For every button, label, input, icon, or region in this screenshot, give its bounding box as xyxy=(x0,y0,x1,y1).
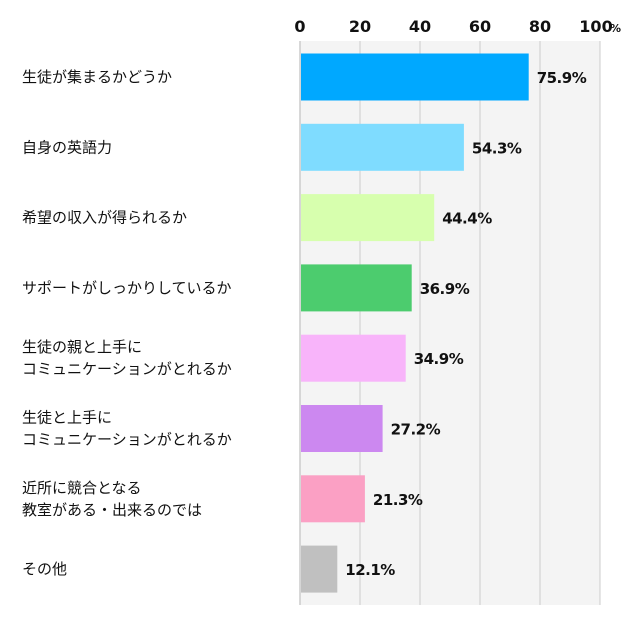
category-label-line: その他 xyxy=(22,560,67,578)
bar-6 xyxy=(301,405,383,452)
data-label-6: 27.2% xyxy=(391,421,441,439)
category-label-5: 生徒の親と上手にコミュニケーションがとれるか xyxy=(22,338,232,378)
bar-3 xyxy=(301,194,435,242)
data-label-7: 21.3% xyxy=(373,491,423,509)
data-labels: 75.9% 54.3% 44.4% 36.9% 34.9% 27.2% 21.3% 12.1% xyxy=(345,69,587,579)
category-label-line: 教室がある・出来るのでは xyxy=(22,501,202,519)
x-tick-label-40: 40 xyxy=(409,17,431,36)
x-tick-label-100: 100 xyxy=(579,17,612,36)
category-label-line: サポートがしっかりしているか xyxy=(22,279,232,297)
data-label-2: 54.3% xyxy=(472,139,522,157)
category-label-1: 生徒が集まるかどうか xyxy=(22,68,172,86)
category-label-line: 生徒と上手に xyxy=(22,409,112,427)
category-label-7: 近所に競合となる教室がある・出来るのでは xyxy=(22,479,202,519)
bars xyxy=(301,53,529,593)
x-axis-unit-label: % xyxy=(610,22,621,35)
category-label-line: コミュニケーションがとれるか xyxy=(22,431,232,449)
category-label-line: 希望の収入が得られるか xyxy=(22,209,187,227)
category-label-4: サポートがしっかりしているか xyxy=(22,279,232,297)
data-label-8: 12.1% xyxy=(345,561,395,579)
bar-5 xyxy=(301,334,406,382)
category-label-8: その他 xyxy=(22,560,67,578)
category-label-line: 近所に競合となる xyxy=(22,479,142,497)
category-label-line: コミュニケーションがとれるか xyxy=(22,360,232,378)
category-label-2: 自身の英語力 xyxy=(22,138,112,156)
category-label-3: 希望の収入が得られるか xyxy=(22,209,187,227)
x-tick-label-80: 80 xyxy=(529,17,551,36)
bar-4 xyxy=(301,264,412,312)
data-label-1: 75.9% xyxy=(537,69,587,87)
data-label-4: 36.9% xyxy=(420,280,470,298)
bar-1 xyxy=(301,53,529,101)
category-labels: 生徒が集まるかどうか自身の英語力希望の収入が得られるかサポートがしっかりしている… xyxy=(22,68,232,578)
x-tick-label-60: 60 xyxy=(469,17,491,36)
data-label-5: 34.9% xyxy=(414,350,464,368)
x-tick-label-0: 0 xyxy=(294,17,305,36)
bar-8 xyxy=(301,545,338,593)
data-label-3: 44.4% xyxy=(442,210,492,228)
category-label-line: 自身の英語力 xyxy=(22,138,112,156)
bar-7 xyxy=(301,475,365,523)
bar-2 xyxy=(301,123,464,171)
x-axis-ticks: 0 20 40 60 80 100% xyxy=(294,17,621,36)
category-label-line: 生徒の親と上手に xyxy=(22,338,142,356)
category-label-line: 生徒が集まるかどうか xyxy=(22,68,172,86)
category-label-6: 生徒と上手にコミュニケーションがとれるか xyxy=(22,409,232,449)
x-tick-label-20: 20 xyxy=(349,17,371,36)
